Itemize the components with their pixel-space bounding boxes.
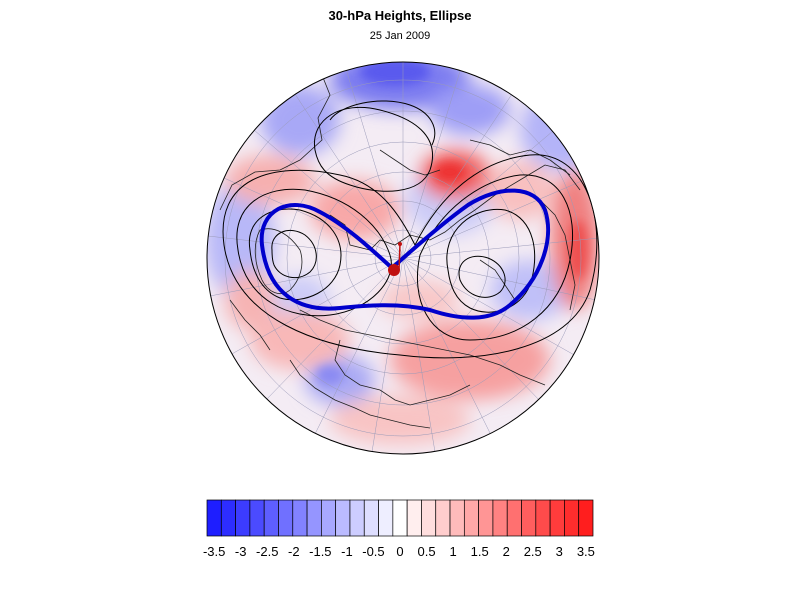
graticule <box>207 62 599 453</box>
colorbar-swatch <box>435 499 451 537</box>
colorbar-swatches <box>206 499 594 537</box>
ellipse-axis-tip <box>398 242 402 246</box>
colorbar-tick-label: -0.5 <box>362 544 384 559</box>
colorbar-tick-label: -2.5 <box>256 544 278 559</box>
colorbar-tick-label: 0 <box>396 544 403 559</box>
colorbar-tick-label: 1 <box>449 544 456 559</box>
colorbar-swatch <box>549 499 565 537</box>
colorbar-swatch <box>378 499 394 537</box>
colorbar-swatch <box>521 499 537 537</box>
colorbar-swatch <box>235 499 251 537</box>
colorbar-labels: -3.5 -3 -2.5 -2 -1.5 -1 -0.5 0 0.5 1 1.5 2 2.5 3 3.5 <box>203 544 595 559</box>
colorbar-swatch <box>406 499 422 537</box>
anomaly-field <box>207 62 599 454</box>
colorbar-swatch <box>206 499 222 537</box>
colorbar-swatch <box>349 499 365 537</box>
ellipse-axis-line <box>398 243 401 271</box>
colorbar-tick-label: 3 <box>556 544 563 559</box>
colorbar-swatch <box>363 499 379 537</box>
colorbar-swatch <box>478 499 494 537</box>
colorbar-tick-label: 0.5 <box>418 544 436 559</box>
coastlines <box>219 69 581 429</box>
globe-outline <box>206 61 600 455</box>
colorbar-swatch <box>321 499 337 537</box>
colorbar-tick-label: -3 <box>235 544 247 559</box>
colorbar-swatch <box>249 499 265 537</box>
colorbar-tick-label: -1 <box>341 544 353 559</box>
colorbar-swatch <box>535 499 551 537</box>
colorbar-swatch <box>392 499 408 537</box>
colorbar-swatch <box>578 499 594 537</box>
colorbar-tick-label: -3.5 <box>203 544 225 559</box>
colorbar-tick-label: 3.5 <box>577 544 595 559</box>
colorbar-tick-label: -2 <box>288 544 300 559</box>
colorbar-tick-label: 2.5 <box>524 544 542 559</box>
colorbar-swatch <box>306 499 322 537</box>
colorbar-swatch <box>506 499 522 537</box>
colorbar-tick-label: 2 <box>503 544 510 559</box>
map-title: 30-hPa Heights, Ellipse <box>328 8 472 23</box>
colorbar-swatch <box>220 499 236 537</box>
colorbar-swatch <box>463 499 479 537</box>
ellipse-center-marker <box>388 264 400 276</box>
map-date: 25 Jan 2009 <box>369 30 431 42</box>
colorbar-swatch <box>263 499 279 537</box>
colorbar-swatch <box>449 499 465 537</box>
height-contours <box>222 100 598 359</box>
colorbar-swatch <box>564 499 580 537</box>
colorbar-swatch <box>278 499 294 537</box>
vortex-ellipse <box>259 188 551 320</box>
colorbar-swatch <box>335 499 351 537</box>
colorbar-swatch <box>292 499 308 537</box>
colorbar-tick-label: -1.5 <box>309 544 331 559</box>
colorbar-tick-label: 1.5 <box>471 544 489 559</box>
colorbar-swatch <box>492 499 508 537</box>
colorbar-swatch <box>421 499 437 537</box>
